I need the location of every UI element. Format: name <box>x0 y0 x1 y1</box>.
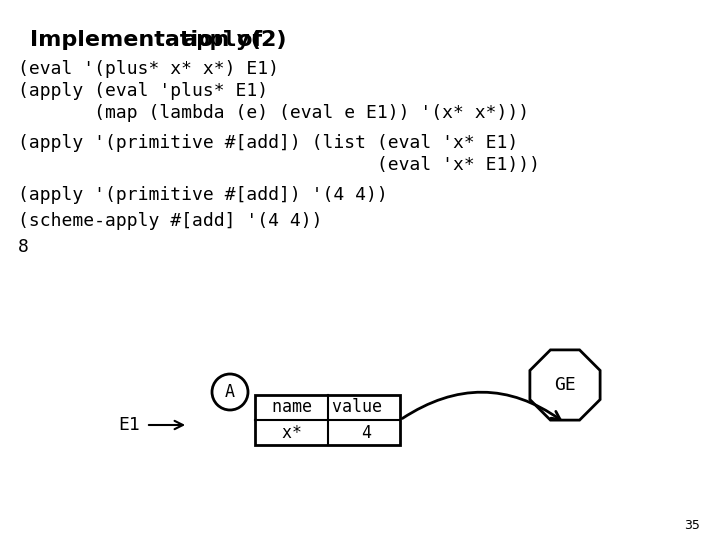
Text: GE: GE <box>554 376 576 394</box>
Text: name  value: name value <box>272 399 382 416</box>
Text: (2): (2) <box>243 30 287 50</box>
Text: apply: apply <box>183 30 250 50</box>
Text: x*      4: x* 4 <box>282 423 372 442</box>
FancyArrowPatch shape <box>149 421 183 429</box>
Text: (map (lambda (e) (eval e E1)) '(x* x*))): (map (lambda (e) (eval e E1)) '(x* x*))) <box>18 104 529 122</box>
Text: 8: 8 <box>18 238 29 256</box>
Text: Implementation of: Implementation of <box>30 30 270 50</box>
Text: (apply '(primitive #[add]) '(4 4)): (apply '(primitive #[add]) '(4 4)) <box>18 186 388 204</box>
Text: (apply (eval 'plus* E1): (apply (eval 'plus* E1) <box>18 82 268 100</box>
Text: (apply '(primitive #[add]) (list (eval 'x* E1): (apply '(primitive #[add]) (list (eval '… <box>18 134 518 152</box>
Text: 35: 35 <box>684 519 700 532</box>
Text: (eval '(plus* x* x*) E1): (eval '(plus* x* x*) E1) <box>18 60 279 78</box>
Text: E1: E1 <box>118 416 140 434</box>
Text: (scheme-apply #[add] '(4 4)): (scheme-apply #[add] '(4 4)) <box>18 212 323 230</box>
Text: A: A <box>225 383 235 401</box>
FancyArrowPatch shape <box>402 392 560 420</box>
Text: (eval 'x* E1))): (eval 'x* E1))) <box>18 156 540 174</box>
